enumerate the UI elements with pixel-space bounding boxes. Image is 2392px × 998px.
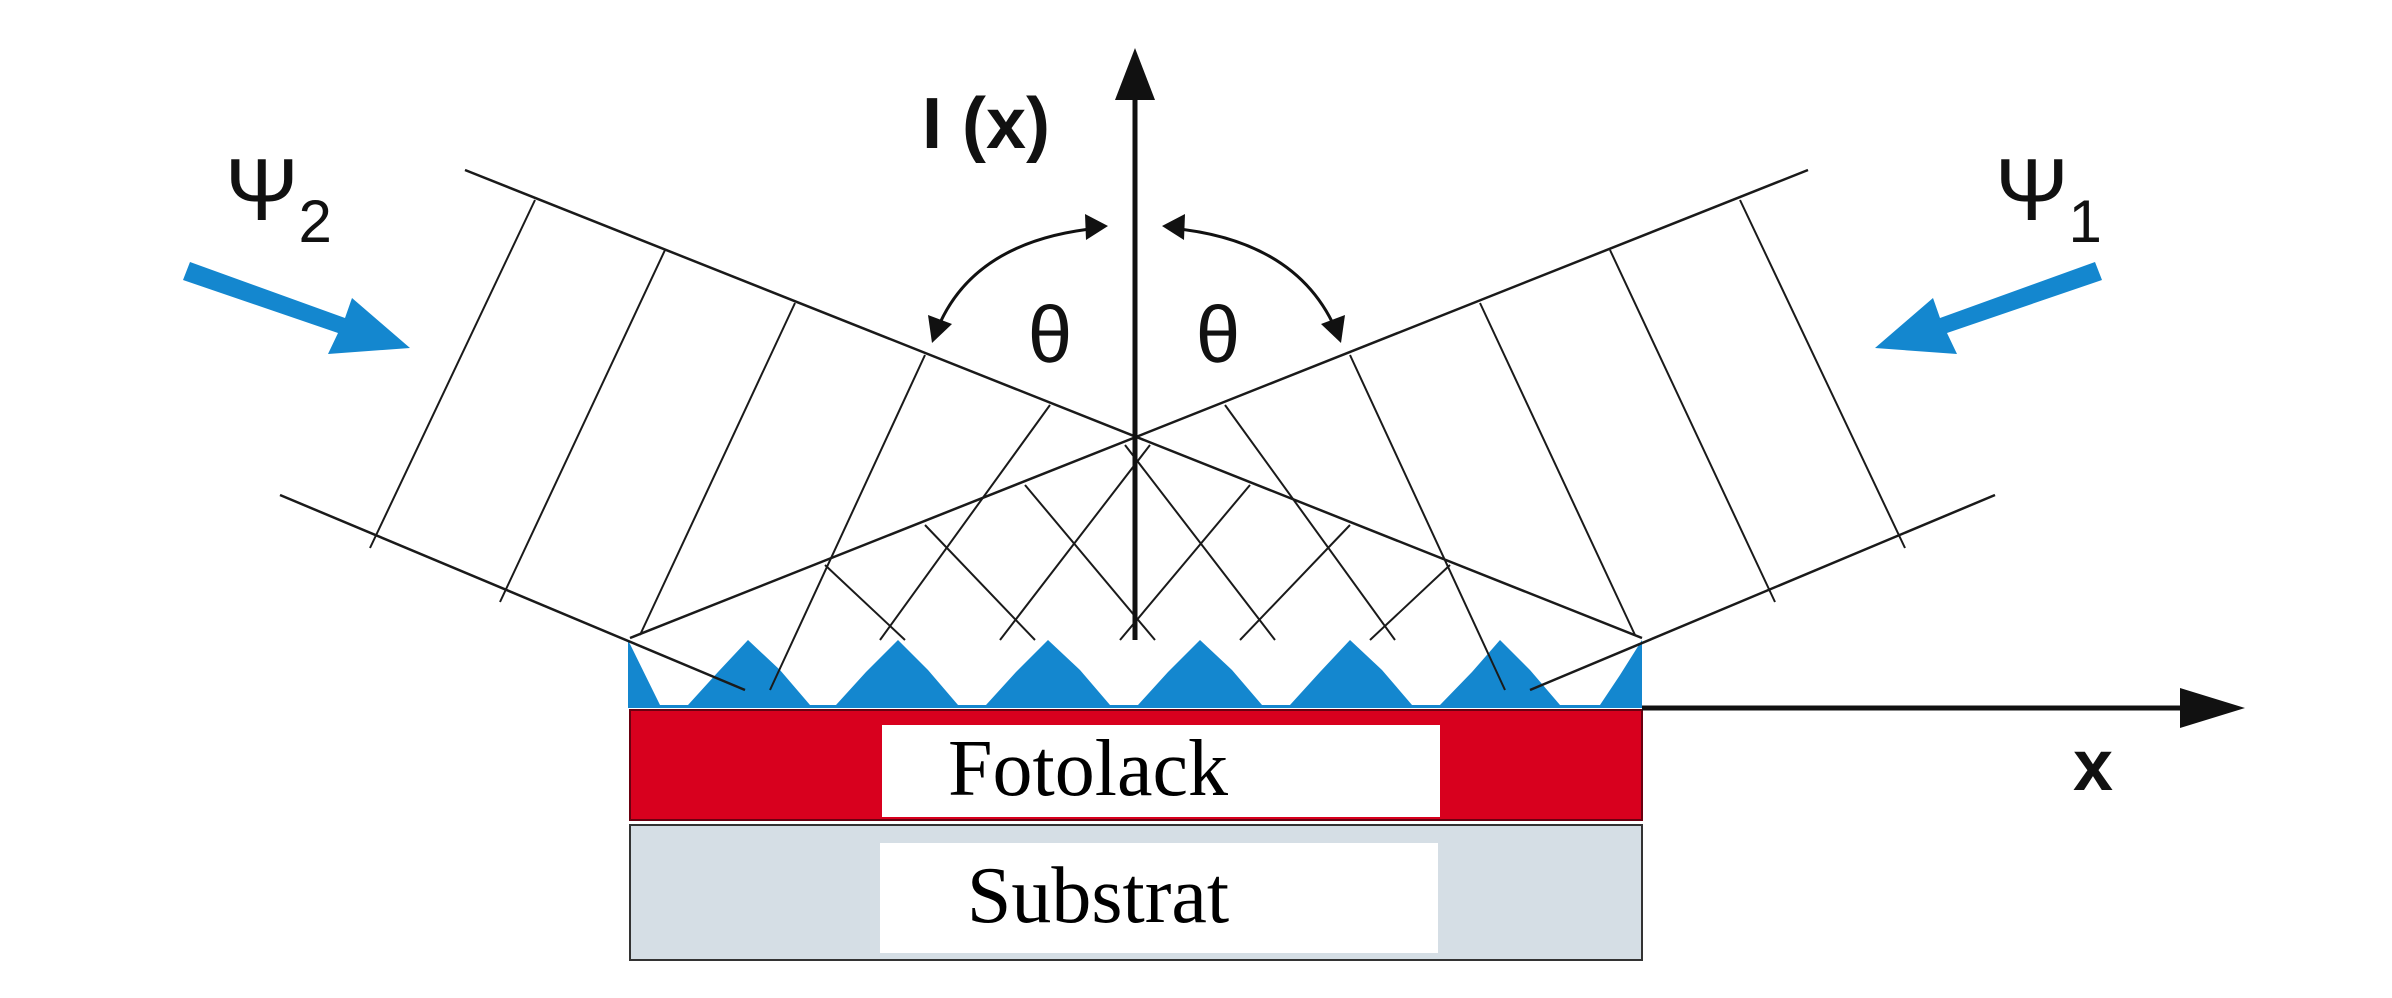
arrow-down-left-icon [1875,262,2102,354]
substrate-label: Substrat [967,852,1229,940]
wave2-index: 2 [299,188,332,255]
x-axis-label: x [2073,726,2113,806]
wave1-symbol: Ψ [1995,140,2069,239]
y-axis-label: I (x) [922,84,1050,164]
photoresist-label: Fotolack [948,725,1228,813]
photoresist-label-box [882,725,1440,817]
arrow-down-right-icon [183,262,410,354]
angle-label-right: θ [1196,290,1241,379]
wave1-label: Ψ1 [1995,140,2102,255]
angle-arc-left [933,226,1101,336]
substrate-label-box [880,843,1438,953]
wave1-index: 1 [2069,188,2102,255]
beam2-upper-edge [464,168,1643,640]
y-axis-arrowhead [1115,48,1155,100]
interference-pattern [628,640,1642,708]
angle-arc-right [1169,226,1340,336]
axes [1115,48,2245,728]
beam1-lower-edge [1529,493,1996,692]
beam1-upper-edge [629,168,1809,640]
wavefronts [369,199,1906,691]
x-axis-arrowhead [2180,688,2245,728]
beam2-lower-edge [279,493,746,692]
wave2-label: Ψ2 [225,140,332,255]
wave2-symbol: Ψ [225,140,299,239]
angle-arcs [928,214,1345,343]
angle-label-left: θ [1028,290,1073,379]
